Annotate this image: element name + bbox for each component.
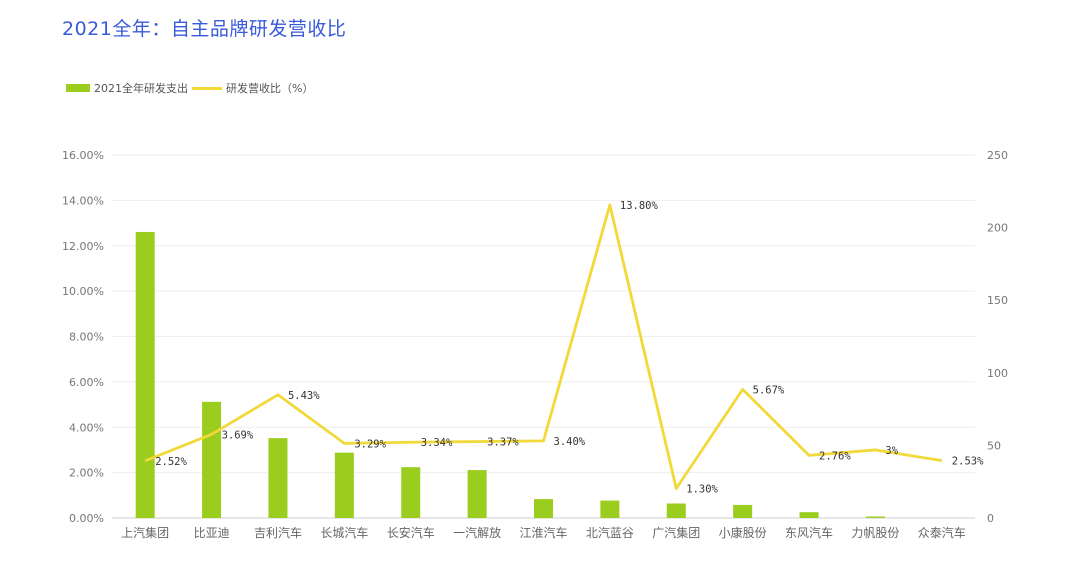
data-label: 5.67% (753, 384, 785, 396)
bar (334, 452, 354, 518)
bar (135, 231, 155, 518)
x-axis-label: 东风汽车 (785, 525, 833, 540)
right-axis-tick: 100 (987, 367, 1008, 380)
left-axis-tick: 0.00% (69, 512, 104, 525)
ratio-line (144, 203, 943, 490)
x-axis-label: 比亚迪 (194, 526, 230, 540)
data-label: 13.80% (620, 200, 659, 212)
legend-bar-swatch (66, 84, 90, 92)
data-label: 2.53% (952, 456, 984, 468)
left-axis-tick: 8.00% (69, 331, 104, 344)
x-axis-label: 北汽蓝谷 (586, 525, 634, 540)
bar (268, 438, 288, 518)
data-label: 5.43% (288, 390, 320, 402)
left-axis-tick: 12.00% (62, 240, 104, 253)
left-axis-tick: 16.00% (62, 149, 104, 162)
legend-item-bar: 2021全年研发支出 (66, 80, 188, 96)
chart-title: 2021全年：自主品牌研发营收比 (62, 18, 347, 40)
x-axis-label: 上汽集团 (121, 525, 169, 540)
data-label: 3.69% (222, 429, 254, 441)
x-axis-label: 力帆股份 (851, 525, 899, 540)
legend-line-swatch (192, 86, 222, 90)
x-axis-label: 广汽集团 (652, 525, 700, 540)
right-axis-tick: 150 (987, 294, 1008, 307)
left-axis-tick: 2.00% (69, 467, 104, 480)
data-label: 3.40% (554, 436, 586, 448)
x-axis-label: 长城汽车 (320, 525, 368, 540)
x-axis-label: 一汽解放 (453, 525, 501, 540)
left-axis-tick: 4.00% (69, 421, 104, 434)
data-label: 2.52% (155, 456, 187, 468)
left-axis-tick: 14.00% (62, 194, 104, 207)
data-label: 3.29% (354, 438, 386, 450)
bar (799, 512, 819, 518)
right-axis-tick: 0 (987, 512, 994, 525)
chart-legend: 2021全年研发支出 研发营收比（%） (66, 80, 317, 96)
x-axis-label: 长安汽车 (387, 525, 435, 540)
left-axis-tick: 10.00% (62, 285, 104, 298)
x-axis-label: 江淮汽车 (519, 525, 567, 540)
data-label: 3.37% (487, 437, 519, 449)
legend-line-label: 研发营收比（%） (226, 82, 314, 95)
bar (733, 504, 753, 518)
bar (534, 499, 553, 518)
bar (467, 470, 487, 518)
bar (666, 503, 686, 518)
data-label: 3.34% (421, 437, 453, 449)
bar (202, 401, 222, 518)
bar (600, 500, 620, 518)
left-axis-tick: 6.00% (69, 376, 104, 389)
legend-item-line: 研发营收比（%） (192, 80, 313, 96)
right-axis-tick: 50 (987, 439, 1001, 452)
x-axis-label: 小康股份 (719, 525, 767, 540)
data-label: 1.30% (686, 484, 718, 496)
data-label: 2.76% (819, 450, 851, 462)
data-label: 3% (885, 445, 898, 457)
x-axis-label: 众泰汽车 (918, 525, 966, 540)
right-axis-tick: 250 (987, 149, 1008, 162)
right-axis-tick: 200 (987, 222, 1008, 235)
bar (401, 467, 421, 518)
bar (865, 516, 885, 518)
legend-bar-label: 2021全年研发支出 (94, 82, 188, 95)
x-axis-label: 吉利汽车 (254, 525, 302, 540)
